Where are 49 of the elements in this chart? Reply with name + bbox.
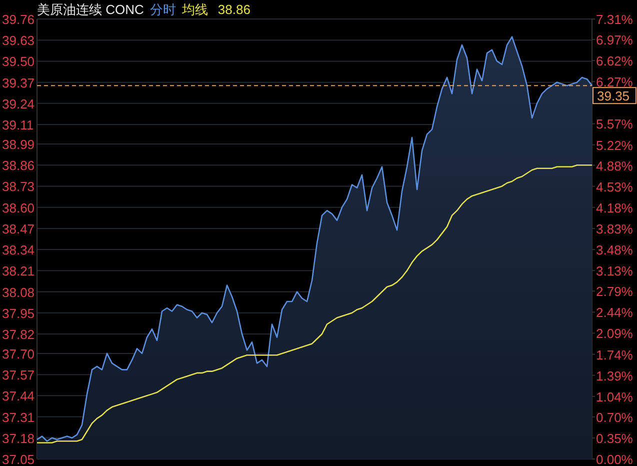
y-tick-label: 39.11 [2, 118, 34, 133]
y-tick-label: 39.50 [2, 54, 35, 70]
y-tick-label: 37.57 [2, 368, 35, 383]
y-tick-label: 37.31 [2, 410, 35, 425]
y2-tick-label: 4.18% [596, 200, 634, 216]
y2-tick-label: 3.83% [596, 221, 634, 236]
y-tick-label: 37.18 [2, 430, 35, 446]
y2-tick-label: 6.97% [596, 32, 634, 48]
y2-tick-label: 6.62% [596, 54, 634, 69]
y-tick-label: 38.34 [2, 242, 35, 258]
text: 38.86 [218, 2, 250, 17]
y2-tick-label: 5.57% [596, 116, 634, 132]
y-tick-label: 38.60 [2, 200, 35, 216]
y-tick-label: 39.63 [2, 33, 35, 48]
y-tick-label: 38.73 [2, 179, 35, 194]
text: 均线 [180, 2, 208, 17]
y2-tick-label: 3.48% [596, 242, 634, 258]
y-tick-label: 37.95 [2, 306, 35, 321]
y-tick-label: 38.08 [2, 284, 35, 300]
chart-title: 美原油连续 CONC [37, 2, 144, 17]
y2-tick-label: 1.04% [596, 389, 634, 404]
ref-line-label: 39.35 [597, 88, 630, 104]
y-tick-label: 38.86 [2, 158, 35, 174]
text: 分时 [150, 2, 176, 17]
y2-tick-label: 1.74% [596, 347, 634, 362]
y2-tick-label: 3.13% [596, 264, 634, 279]
y-tick-label: 37.82 [2, 326, 35, 342]
y-tick-label: 37.44 [2, 388, 35, 404]
y2-tick-label: 6.27% [596, 74, 634, 90]
y-tick-label: 38.21 [2, 264, 35, 279]
y2-tick-label: 2.09% [596, 326, 634, 342]
y2-tick-label: 1.39% [596, 368, 634, 384]
y-tick-label: 39.76 [2, 12, 35, 27]
y2-tick-label: 5.22% [596, 138, 634, 153]
y2-tick-label: 7.31% [596, 12, 634, 27]
y2-tick-label: 0.00% [596, 452, 634, 466]
y2-tick-label: 4.53% [596, 179, 634, 194]
y-tick-label: 37.05 [2, 452, 35, 466]
y-tick-label: 38.47 [2, 221, 35, 236]
y2-tick-label: 4.88% [596, 158, 634, 174]
y2-tick-label: 0.70% [596, 410, 634, 425]
y-tick-label: 39.37 [2, 75, 35, 90]
y-tick-label: 37.70 [2, 346, 35, 362]
y-tick-label: 38.99 [2, 137, 35, 152]
y-tick-label: 39.24 [2, 96, 35, 112]
line-series [36, 164, 593, 444]
y2-tick-label: 0.35% [596, 430, 634, 446]
y2-tick-label: 2.79% [596, 284, 634, 300]
y2-tick-label: 2.44% [596, 305, 634, 320]
